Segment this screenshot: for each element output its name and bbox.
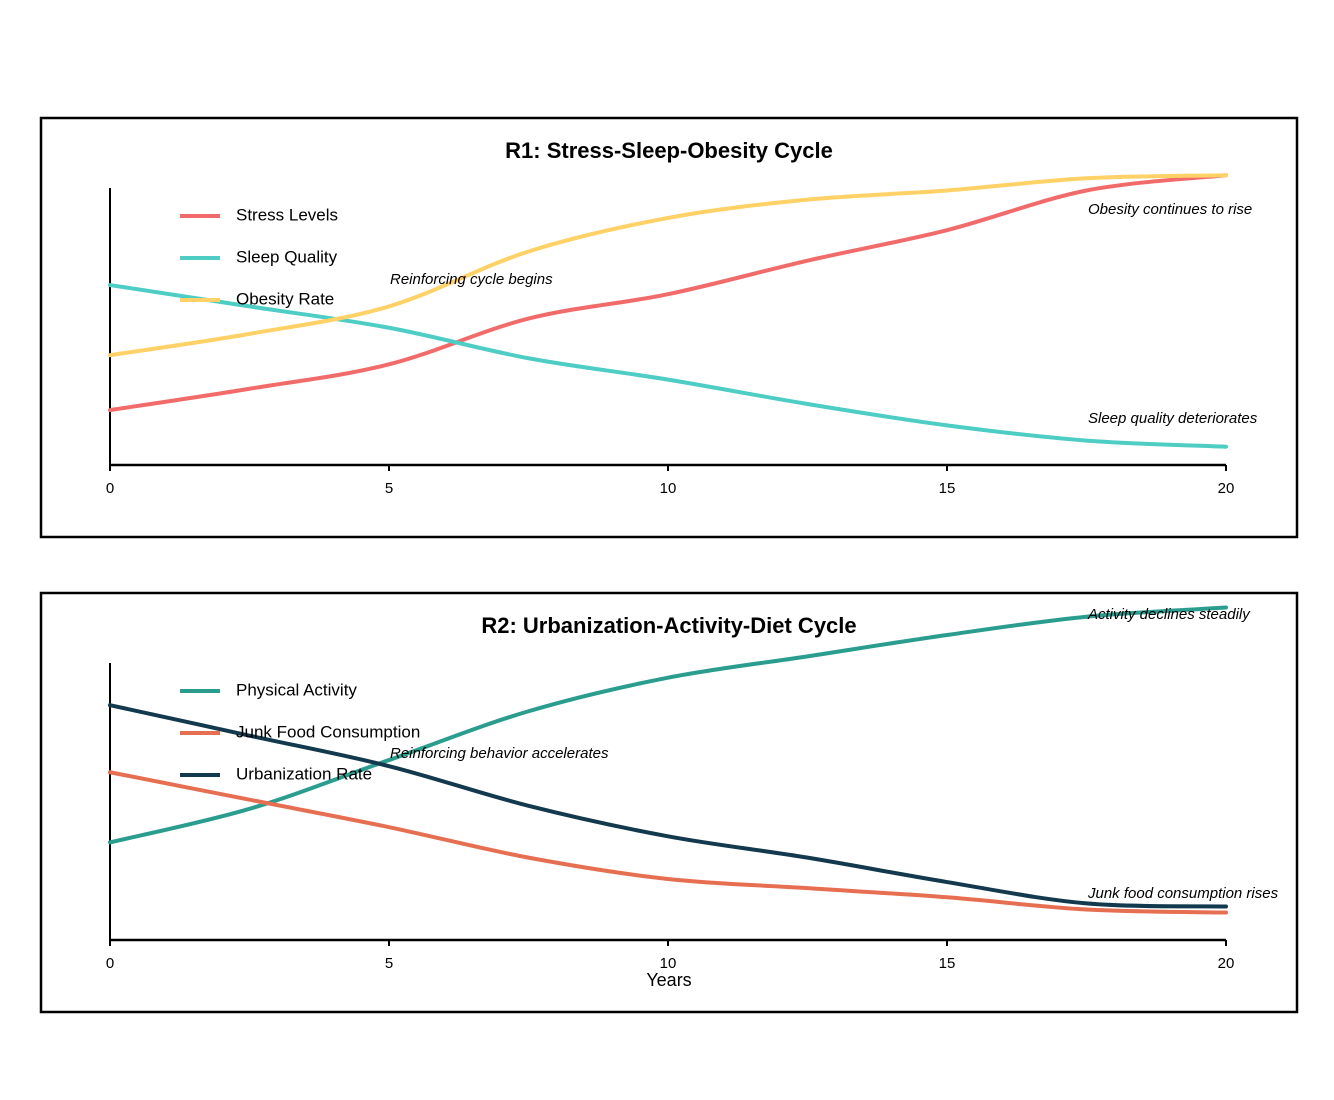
legend-label: Junk Food Consumption bbox=[236, 722, 420, 741]
legend-label: Physical Activity bbox=[236, 680, 357, 699]
chart-title: R2: Urbanization-Activity-Diet Cycle bbox=[481, 613, 856, 638]
series-line bbox=[108, 173, 1228, 413]
x-tick-label: 20 bbox=[1218, 480, 1235, 497]
x-tick-label: 15 bbox=[939, 480, 956, 497]
panel-frame bbox=[39, 591, 1299, 1014]
annotation: Reinforcing cycle begins bbox=[390, 271, 553, 288]
series-line bbox=[108, 770, 1228, 915]
x-tick-label: 15 bbox=[939, 955, 956, 972]
legend-label: Urbanization Rate bbox=[236, 764, 372, 783]
x-tick-label: 10 bbox=[660, 955, 677, 972]
annotation: Sleep quality deteriorates bbox=[1088, 410, 1258, 427]
x-tick-label: 0 bbox=[106, 955, 114, 972]
chart-panel: R2: Urbanization-Activity-Diet Cycle 0 5 10… bbox=[39, 591, 1299, 1014]
annotation: Obesity continues to rise bbox=[1088, 201, 1252, 218]
x-tick-label: 0 bbox=[106, 480, 114, 497]
x-axis-label: Years bbox=[646, 970, 691, 990]
annotation: Activity declines steadily bbox=[1087, 606, 1251, 623]
chart-title: R1: Stress-Sleep-Obesity Cycle bbox=[505, 138, 833, 163]
legend-label: Stress Levels bbox=[236, 205, 338, 224]
x-tick-label: 10 bbox=[660, 480, 677, 497]
annotation: Junk food consumption rises bbox=[1087, 885, 1279, 902]
legend-label: Sleep Quality bbox=[236, 247, 338, 266]
x-tick-label: 5 bbox=[385, 480, 393, 497]
x-tick-label: 20 bbox=[1218, 955, 1235, 972]
legend-label: Obesity Rate bbox=[236, 289, 334, 308]
series-line bbox=[108, 173, 1228, 358]
chart-panel: R1: Stress-Sleep-Obesity Cycle 0 5 10 15 20 St… bbox=[39, 116, 1299, 539]
series-line bbox=[108, 605, 1228, 845]
annotation: Reinforcing behavior accelerates bbox=[390, 745, 609, 762]
series-line bbox=[108, 703, 1228, 909]
series-line bbox=[108, 283, 1228, 449]
panel-frame bbox=[39, 116, 1299, 539]
x-tick-label: 5 bbox=[385, 955, 393, 972]
